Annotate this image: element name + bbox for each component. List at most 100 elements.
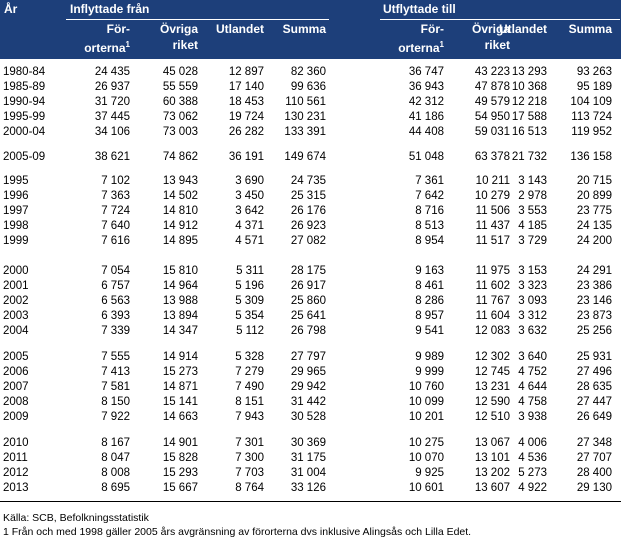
out-sum-cell: 23 775 [576,205,612,217]
year-cell: 2001 [3,280,29,292]
out-suburbs-cell: 7 361 [415,175,444,187]
in-other-cell: 14 871 [162,381,198,393]
in-other-cell: 45 028 [162,66,198,78]
in-sum-cell: 82 360 [290,66,326,78]
table-row: 1990-94 31 720 60 388 18 453 110 561 42 312 49… [0,95,621,110]
table-row: 1995 7 102 13 943 3 690 24 735 7 361 10 211 3 1… [0,174,621,189]
out-other-cell: 47 878 [474,81,510,93]
in-abroad-cell: 8 764 [235,482,264,494]
in-suburbs-cell: 38 621 [94,151,130,163]
out-abroad-cell: 4 644 [518,381,547,393]
table-header: År Inflyttade från Utflyttade till För- … [0,0,621,59]
in-abroad-cell: 18 453 [228,96,264,108]
in-other-cell: 13 988 [162,295,198,307]
year-cell: 1999 [3,235,29,247]
out-sum-cell: 27 707 [576,452,612,464]
out-other-cell: 13 067 [474,437,510,449]
out-other-cell: 13 607 [474,482,510,494]
in-suburbs-cell: 6 563 [101,295,130,307]
out-abroad-cell: 3 143 [518,175,547,187]
in-suburbs-cell: 8 008 [101,467,130,479]
in-other-cell: 14 502 [162,190,198,202]
out-other-cell: 10 211 [475,175,510,187]
out-other-cell: 11 437 [475,220,510,232]
out-abroad-cell: 17 588 [511,111,547,123]
in-abroad-cell: 17 140 [228,81,264,93]
out-other-cell: 43 223 [474,66,510,78]
in-suburbs-cell: 7 102 [101,175,130,187]
in-sum-cell: 133 391 [284,126,326,138]
table-row: 2000 7 054 15 810 5 311 28 175 9 163 11 975 3 1… [0,264,621,279]
in-abroad-cell: 7 301 [235,437,264,449]
in-other-cell: 73 003 [162,126,198,138]
in-abroad-cell: 3 690 [235,175,264,187]
out-abroad-cell: 4 536 [518,452,547,464]
year-cell: 2006 [3,366,29,378]
in-other-header-line2: riket [172,38,198,52]
year-cell: 2010 [3,437,29,449]
out-sum-cell: 25 931 [576,351,612,363]
in-abroad-cell: 4 371 [235,220,264,232]
table-row: 2005 7 555 14 914 5 328 27 797 9 989 12 302 3 6… [0,350,621,365]
in-sum-cell: 25 641 [290,310,326,322]
in-abroad-cell: 4 571 [235,235,264,247]
table-row: 2010 8 167 14 901 7 301 30 369 10 275 13 067 4 … [0,436,621,451]
out-sum-cell: 28 400 [576,467,612,479]
year-cell: 2013 [3,482,29,494]
out-other-cell: 12 745 [474,366,510,378]
out-abroad-cell: 3 153 [518,265,547,277]
table-row: 2003 6 393 13 894 5 354 25 641 8 957 11 604 3 3… [0,309,621,324]
year-cell: 1998 [3,220,29,232]
in-other-cell: 55 559 [162,81,198,93]
in-abroad-cell: 36 191 [228,151,264,163]
out-abroad-cell: 16 513 [511,126,547,138]
in-other-cell: 15 810 [162,265,198,277]
out-sum-cell: 26 649 [576,411,612,423]
in-sum-cell: 29 942 [290,381,326,393]
in-sum-cell: 28 175 [290,265,326,277]
table-row: 2009 7 922 14 663 7 943 30 528 10 201 12 510 3 … [0,410,621,425]
out-other-header-line1: Övriga [471,22,510,36]
in-other-cell: 60 388 [162,96,198,108]
out-suburbs-cell: 10 760 [408,381,444,393]
out-suburbs-cell: 9 541 [415,325,444,337]
source-note: Källa: SCB, Befolkningsstatistik [3,512,149,524]
out-suburbs-cell: 42 312 [408,96,444,108]
in-abroad-cell: 7 490 [235,381,264,393]
out-suburbs-cell: 9 999 [415,366,444,378]
out-other-cell: 11 975 [475,265,510,277]
year-cell: 2009 [3,411,29,423]
out-abroad-header: Utlandet [499,22,547,36]
in-suburbs-cell: 6 757 [101,280,130,292]
out-sum-cell: 25 256 [576,325,612,337]
year-cell: 2008 [3,396,29,408]
out-other-cell: 11 604 [475,310,510,322]
in-sum-cell: 27 082 [290,235,326,247]
in-other-cell: 14 912 [162,220,198,232]
in-sum-cell: 26 176 [290,205,326,217]
year-cell: 2011 [3,452,28,464]
out-abroad-cell: 4 758 [518,396,547,408]
table-row: 1980-84 24 435 45 028 12 897 82 360 36 747 43 … [0,65,621,80]
outflow-header-rule [380,19,620,20]
in-sum-cell: 25 315 [290,190,326,202]
out-other-cell: 11 506 [475,205,510,217]
out-suburbs-cell: 8 513 [415,220,444,232]
out-other-cell: 11 602 [475,280,510,292]
in-suburbs-cell: 7 054 [101,265,130,277]
in-suburbs-cell: 34 106 [94,126,130,138]
table-row: 2012 8 008 15 293 7 703 31 004 9 925 13 202 5 2… [0,466,621,481]
table-row: 2005-09 38 621 74 862 36 191 149 674 51 048 63… [0,150,621,165]
out-abroad-cell: 10 368 [511,81,547,93]
in-other-cell: 15 273 [162,366,198,378]
in-suburbs-cell: 8 150 [101,396,130,408]
out-sum-cell: 20 715 [576,175,612,187]
in-sum-cell: 26 798 [290,325,326,337]
out-suburbs-cell: 9 163 [415,265,444,277]
in-sum-cell: 30 369 [290,437,326,449]
in-suburbs-cell: 8 167 [101,437,130,449]
inflow-header-rule [66,19,329,20]
out-abroad-cell: 4 922 [518,482,547,494]
out-other-cell: 12 302 [474,351,510,363]
out-other-cell: 63 378 [474,151,510,163]
